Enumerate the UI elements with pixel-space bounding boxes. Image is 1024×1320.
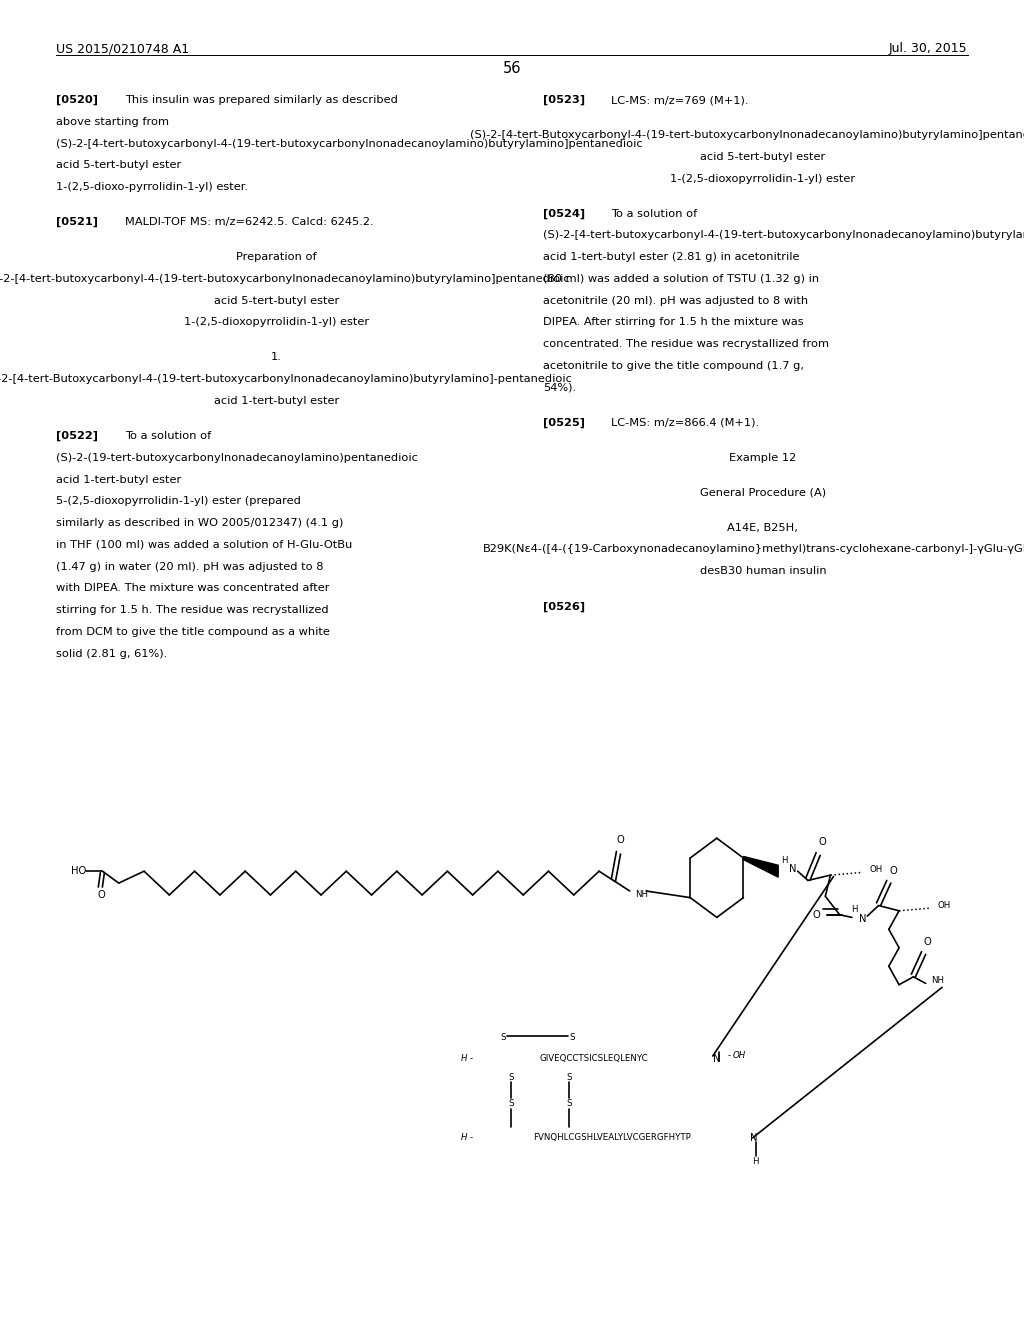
Text: 1-(2,5-dioxopyrrolidin-1-yl) ester: 1-(2,5-dioxopyrrolidin-1-yl) ester <box>184 317 369 327</box>
Text: Preparation of: Preparation of <box>237 252 316 263</box>
Text: 1-(2,5-dioxo-pyrrolidin-1-yl) ester.: 1-(2,5-dioxo-pyrrolidin-1-yl) ester. <box>56 182 249 193</box>
Text: concentrated. The residue was recrystallized from: concentrated. The residue was recrystall… <box>543 339 828 350</box>
Text: FVNQHLCGSHLVEALYLVCGERGFHYTP: FVNQHLCGSHLVEALYLVCGERGFHYTP <box>534 1134 691 1142</box>
Text: 5-(2,5-dioxopyrrolidin-1-yl) ester (prepared: 5-(2,5-dioxopyrrolidin-1-yl) ester (prep… <box>56 496 301 507</box>
Text: S: S <box>508 1073 514 1081</box>
Text: above starting from: above starting from <box>56 116 169 127</box>
Text: acid 1-tert-butyl ester: acid 1-tert-butyl ester <box>214 396 339 407</box>
Text: Example 12: Example 12 <box>729 453 797 463</box>
Text: A14E, B25H,: A14E, B25H, <box>727 523 799 533</box>
Text: S: S <box>569 1034 575 1041</box>
Text: (S)-2-[4-tert-Butoxycarbonyl-4-(19-tert-butoxycarbonylnonadecanoylamino)butyryla: (S)-2-[4-tert-Butoxycarbonyl-4-(19-tert-… <box>0 374 572 384</box>
Text: O: O <box>97 890 105 900</box>
Text: S: S <box>566 1100 572 1107</box>
Text: OH: OH <box>733 1052 745 1060</box>
Text: -: - <box>470 1055 473 1063</box>
Text: H: H <box>461 1055 467 1063</box>
Text: O: O <box>616 834 625 845</box>
Text: -: - <box>470 1134 473 1142</box>
Text: (S)-2-(19-tert-butoxycarbonylnonadecanoylamino)pentanedioic: (S)-2-(19-tert-butoxycarbonylnonadecanoy… <box>56 453 418 463</box>
Text: S: S <box>500 1034 506 1041</box>
Text: [0522]: [0522] <box>56 430 98 441</box>
Text: H: H <box>753 1158 759 1166</box>
Text: solid (2.81 g, 61%).: solid (2.81 g, 61%). <box>56 648 168 659</box>
Text: (S)-2-[4-tert-Butoxycarbonyl-4-(19-tert-butoxycarbonylnonadecanoylamino)butyryla: (S)-2-[4-tert-Butoxycarbonyl-4-(19-tert-… <box>470 131 1024 140</box>
Text: desB30 human insulin: desB30 human insulin <box>699 566 826 577</box>
Text: DIPEA. After stirring for 1.5 h the mixture was: DIPEA. After stirring for 1.5 h the mixt… <box>543 317 804 327</box>
Text: LC-MS: m/z=769 (M+1).: LC-MS: m/z=769 (M+1). <box>611 95 749 106</box>
Text: S: S <box>566 1073 572 1081</box>
Text: N: N <box>790 863 797 874</box>
Text: H: H <box>851 906 857 913</box>
Text: O: O <box>924 937 932 948</box>
Text: LC-MS: m/z=866.4 (M+1).: LC-MS: m/z=866.4 (M+1). <box>611 417 760 428</box>
Text: acetonitrile to give the title compound (1.7 g,: acetonitrile to give the title compound … <box>543 360 804 371</box>
Text: [0524]: [0524] <box>543 209 585 219</box>
Text: 54%).: 54%). <box>543 383 575 393</box>
Text: [0526]: [0526] <box>543 601 585 611</box>
Text: acid 1-tert-butyl ester (2.81 g) in acetonitrile: acid 1-tert-butyl ester (2.81 g) in acet… <box>543 252 799 263</box>
Text: MALDI-TOF MS: m/z=6242.5. Calcd: 6245.2.: MALDI-TOF MS: m/z=6242.5. Calcd: 6245.2. <box>125 216 374 227</box>
Text: (1.47 g) in water (20 ml). pH was adjusted to 8: (1.47 g) in water (20 ml). pH was adjust… <box>56 561 324 572</box>
Text: [0521]: [0521] <box>56 216 98 227</box>
Text: Jul. 30, 2015: Jul. 30, 2015 <box>889 42 968 55</box>
Text: B29K(Nε4-([4-({19-Carboxynonadecanoylamino}methyl)trans-cyclohexane-carbonyl-]-γ: B29K(Nε4-([4-({19-Carboxynonadecanoylami… <box>483 544 1024 554</box>
Text: (S)-2-[4-tert-butoxycarbonyl-4-(19-tert-butoxycarbonylnonadecanoylamino)butyryla: (S)-2-[4-tert-butoxycarbonyl-4-(19-tert-… <box>0 273 569 284</box>
Text: This insulin was prepared similarly as described: This insulin was prepared similarly as d… <box>125 95 397 106</box>
Text: (S)-2-[4-tert-butoxycarbonyl-4-(19-tert-butoxycarbonylnonadecanoylamino)butyryla: (S)-2-[4-tert-butoxycarbonyl-4-(19-tert-… <box>543 230 1024 240</box>
Text: acid 5-tert-butyl ester: acid 5-tert-butyl ester <box>56 160 181 170</box>
Text: acid 5-tert-butyl ester: acid 5-tert-butyl ester <box>700 152 825 162</box>
Text: S: S <box>508 1100 514 1107</box>
Text: H: H <box>461 1134 467 1142</box>
Text: N: N <box>713 1053 720 1064</box>
Text: from DCM to give the title compound as a white: from DCM to give the title compound as a… <box>56 627 330 638</box>
Text: 1-(2,5-dioxopyrrolidin-1-yl) ester: 1-(2,5-dioxopyrrolidin-1-yl) ester <box>671 173 855 183</box>
Text: O: O <box>818 837 826 847</box>
Text: O: O <box>889 866 897 876</box>
Text: similarly as described in WO 2005/012347) (4.1 g): similarly as described in WO 2005/012347… <box>56 517 344 528</box>
Text: HO: HO <box>71 866 86 876</box>
Text: To a solution of: To a solution of <box>125 430 211 441</box>
Text: OH: OH <box>869 866 883 874</box>
Text: -: - <box>727 1052 731 1060</box>
Text: acid 5-tert-butyl ester: acid 5-tert-butyl ester <box>214 296 339 306</box>
Text: OH: OH <box>938 902 951 909</box>
Text: NH: NH <box>635 891 648 899</box>
Text: [0520]: [0520] <box>56 95 98 106</box>
Text: (80 ml) was added a solution of TSTU (1.32 g) in: (80 ml) was added a solution of TSTU (1.… <box>543 273 819 284</box>
Text: O: O <box>812 909 820 920</box>
Text: To a solution of: To a solution of <box>611 209 697 219</box>
Text: US 2015/0210748 A1: US 2015/0210748 A1 <box>56 42 189 55</box>
Text: 1.: 1. <box>271 352 282 363</box>
Text: N: N <box>859 913 866 924</box>
Text: NH: NH <box>931 977 944 985</box>
Text: (S)-2-[4-tert-butoxycarbonyl-4-(19-tert-butoxycarbonylnonadecanoylamino)butyryla: (S)-2-[4-tert-butoxycarbonyl-4-(19-tert-… <box>56 139 643 149</box>
Text: in THF (100 ml) was added a solution of H-Glu-OtBu: in THF (100 ml) was added a solution of … <box>56 540 352 550</box>
Text: [0525]: [0525] <box>543 417 585 428</box>
Text: stirring for 1.5 h. The residue was recrystallized: stirring for 1.5 h. The residue was recr… <box>56 605 329 615</box>
Text: General Procedure (A): General Procedure (A) <box>699 487 826 498</box>
Text: [0523]: [0523] <box>543 95 585 106</box>
Text: acid 1-tert-butyl ester: acid 1-tert-butyl ester <box>56 474 181 484</box>
Polygon shape <box>743 857 778 878</box>
Text: GIVEQCCTSICSLEQLENYC: GIVEQCCTSICSLEQLENYC <box>540 1055 648 1063</box>
Text: N: N <box>750 1133 757 1143</box>
Text: with DIPEA. The mixture was concentrated after: with DIPEA. The mixture was concentrated… <box>56 583 330 594</box>
Text: 56: 56 <box>503 61 521 75</box>
Text: H: H <box>781 857 787 865</box>
Text: acetonitrile (20 ml). pH was adjusted to 8 with: acetonitrile (20 ml). pH was adjusted to… <box>543 296 808 306</box>
